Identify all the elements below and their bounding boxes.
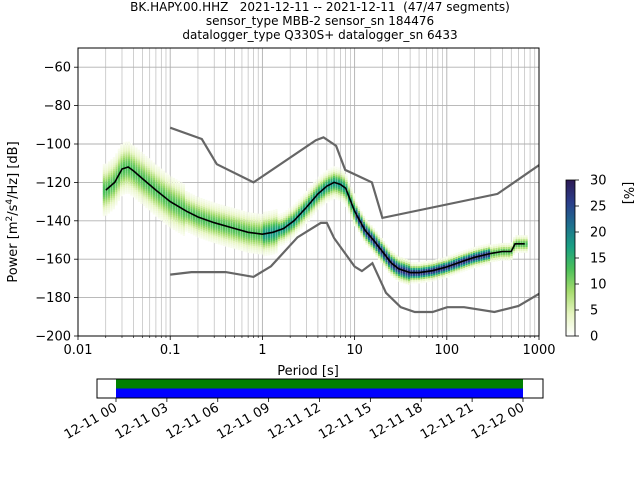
chart-title-line-2: sensor_type MBB-2 sensor_sn 184476 (205, 14, 435, 28)
y-tick-label: −100 (35, 138, 71, 153)
psd-density (102, 141, 528, 286)
x-tick-label: 1 (258, 343, 266, 358)
coverage-tick-label: 12-11 15 (316, 400, 374, 442)
colorbar-tick-label: 20 (590, 226, 607, 241)
y-tick-label: −160 (35, 253, 71, 268)
coverage-tick-label: 12-12 00 (469, 400, 527, 442)
chart-title-line-3: datalogger_type Q330S+ datalogger_sn 643… (182, 28, 458, 42)
x-tick-label: 0.01 (64, 343, 93, 358)
mode-curve (105, 166, 525, 274)
noise-model-nhnm (169, 126, 539, 220)
noise-model-nlnm (170, 221, 539, 314)
colorbar-tick-label: 30 (590, 174, 607, 189)
coverage-tick-label: 12-11 12 (265, 400, 323, 442)
mode-curve-group (105, 166, 525, 274)
y-tick-label: −180 (35, 291, 71, 306)
y-tick-label: −80 (44, 99, 71, 114)
coverage-bar-used (116, 379, 523, 389)
x-tick-label: 1000 (522, 343, 555, 358)
colorbar-axis: 0 5 10 15 20 25 30 (575, 174, 607, 345)
y-axis-label: Power [m2/s4/Hz] [dB] (5, 141, 21, 282)
coverage-tick-label: 12-11 03 (113, 400, 171, 442)
chart-title-line-1: BK.HAPY.00.HHZ 2021-12-11 -- 2021-12-11 … (130, 0, 510, 14)
x-axis: 0.01 0.1 1 10 100 1000 (64, 336, 556, 358)
colorbar-tick-label: 25 (590, 200, 607, 215)
coverage-tick-label: 12-11 21 (418, 400, 476, 442)
colorbar-tick-label: 10 (590, 278, 607, 293)
x-tick-label: 100 (434, 343, 459, 358)
y-axis: −200 −180 −160 −140 −120 −100 −80 −60 (35, 61, 78, 345)
y-tick-label: −200 (35, 330, 71, 345)
noise-models (169, 126, 539, 314)
coverage-tick-label: 12-11 00 (62, 400, 120, 442)
y-tick-label: −140 (35, 214, 71, 229)
colorbar-tick-label: 0 (590, 330, 598, 345)
colorbar (565, 179, 576, 337)
y-tick-label: −120 (35, 176, 71, 191)
coverage-tick-label: 12-11 18 (367, 400, 425, 442)
colorbar-tick-label: 5 (590, 304, 598, 319)
colorbar-tick-label: 15 (590, 252, 607, 267)
x-tick-label: 10 (346, 343, 363, 358)
coverage-tick-label: 12-11 09 (215, 400, 273, 442)
plot-frame (77, 47, 540, 337)
colorbar-label: [%] (620, 182, 635, 205)
coverage-bars (116, 379, 523, 398)
y-tick-label: −60 (44, 61, 71, 76)
x-tick-label: 0.1 (160, 343, 181, 358)
coverage-tick-label: 12-11 06 (164, 400, 222, 442)
x-axis-label: Period [s] (277, 364, 339, 379)
coverage-bar-available (116, 388, 523, 398)
